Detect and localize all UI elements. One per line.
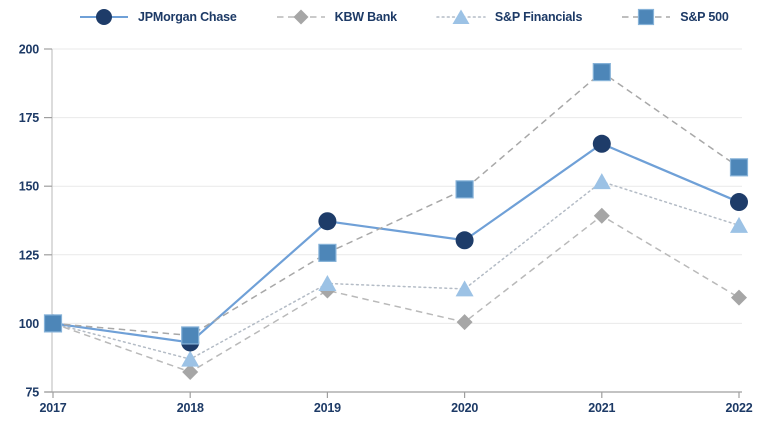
legend-circle-icon [80,9,128,25]
data-point-square [729,158,749,177]
data-point-triangle [592,173,611,190]
legend-diamond-icon [276,9,325,25]
data-point-triangle [730,216,748,233]
data-point-circle [318,212,337,231]
data-point-triangle [181,350,200,367]
legend-item-kbw-bank: KBW Bank [275,7,397,27]
legend-square-icon [622,8,671,26]
data-point-square [455,180,474,199]
x-tick-label: 2020 [451,401,478,415]
data-point-diamond [456,314,473,331]
series-line-diamond [52,214,740,373]
x-tick-label: 2019 [314,401,341,415]
chart-legend: JPMorgan Chase KBW Bank S&P Financials S… [78,7,729,27]
y-tick-label: 200 [19,43,40,57]
x-tick-label: 2022 [725,401,752,415]
data-point-square [181,326,200,345]
legend-label: KBW Bank [334,10,397,24]
data-point-square [43,314,63,333]
data-point-diamond [593,207,610,224]
x-tick-label: 2021 [588,401,615,415]
legend-label: S&P Financials [494,10,583,24]
data-point-triangle [318,274,337,291]
data-point-circle [730,193,748,212]
data-point-circle [455,231,474,250]
y-tick-label: 125 [19,248,40,262]
legend-item-sp-500: S&P 500 [620,7,729,27]
y-tick-label: 75 [25,386,39,400]
series-line-circle [52,142,740,344]
series-line-triangle [52,180,740,360]
x-tick-label: 2018 [177,401,204,415]
data-point-square [592,63,611,82]
legend-item-jpmorgan-chase: JPMorgan Chase [78,7,237,27]
legend-label: S&P 500 [680,10,729,24]
data-point-diamond [182,363,199,380]
data-point-diamond [731,289,747,306]
y-tick-label: 100 [19,317,40,331]
y-tick-label: 150 [19,180,40,194]
legend-triangle-icon [436,9,486,24]
legend-item-sp-financials: S&P Financials [435,7,582,27]
x-tick-label: 2017 [39,401,66,415]
y-tick-label: 175 [19,111,40,125]
data-point-square [318,243,337,262]
data-point-triangle [455,280,474,297]
series-line-square [52,71,740,337]
data-point-circle [592,134,611,153]
legend-label: JPMorgan Chase [138,10,237,24]
